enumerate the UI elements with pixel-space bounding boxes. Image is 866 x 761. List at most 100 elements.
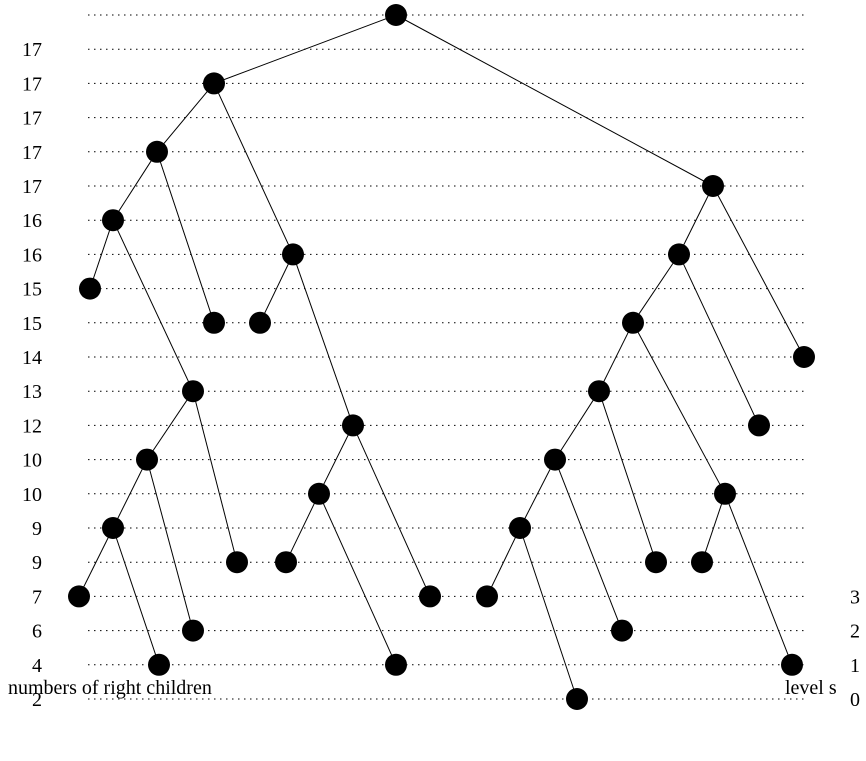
right-children-count-label: 16 — [22, 210, 42, 232]
tree-edge — [213, 83, 294, 255]
right-children-count-label: 17 — [22, 108, 42, 130]
tree-edge — [192, 391, 238, 563]
levels-caption: level s — [785, 677, 837, 699]
tree-edge — [89, 220, 114, 289]
tree-node — [249, 311, 271, 334]
tree-node — [385, 653, 407, 676]
tree-edge — [598, 391, 657, 563]
tree-edge — [112, 219, 194, 392]
tree-edge — [112, 459, 148, 529]
tree-edge — [678, 185, 714, 255]
tree-node — [182, 380, 204, 403]
tree-node — [588, 380, 610, 403]
tree-edge — [519, 459, 556, 529]
tree-edge — [554, 459, 623, 631]
tree-node — [275, 551, 297, 574]
tree-edge — [112, 527, 160, 665]
tree-edge — [712, 185, 805, 358]
tree-node — [68, 585, 90, 608]
tree-edge — [554, 390, 600, 460]
tree-edges — [78, 14, 805, 700]
right-children-count-label: 9 — [32, 518, 42, 540]
tree-node — [748, 414, 770, 437]
tree-edge — [213, 14, 397, 84]
tree-node — [102, 209, 124, 232]
right-children-count-label: 17 — [22, 142, 42, 164]
right-children-count-label: 9 — [32, 552, 42, 574]
tree-edge — [632, 322, 726, 495]
right-children-count-label: 4 — [32, 655, 42, 677]
tree-edge — [112, 151, 158, 221]
right-children-count-label: 13 — [22, 381, 42, 403]
tree-edge — [724, 493, 793, 665]
tree-node — [793, 346, 815, 368]
row-guides — [88, 14, 808, 700]
tree-edge — [318, 425, 354, 495]
right-children-count-label: 6 — [32, 621, 42, 643]
right-children-count-label: 10 — [22, 450, 42, 472]
tree-node — [419, 585, 441, 608]
level-label: 1 — [850, 655, 860, 677]
tree-edge — [632, 254, 680, 324]
tree-edge — [519, 527, 578, 700]
right-children-count-label: 10 — [22, 484, 42, 506]
tree-edge — [146, 390, 194, 460]
tree-node — [308, 482, 330, 505]
tree-node — [611, 619, 633, 642]
tree-node — [148, 653, 170, 676]
right-children-count-label: 15 — [22, 313, 42, 335]
tree-node — [781, 653, 803, 676]
tree-edge — [318, 493, 397, 666]
tree-node — [79, 277, 101, 300]
level-labels: 3 2 1 0 — [850, 586, 860, 711]
tree-node — [342, 414, 364, 437]
tree-node — [203, 311, 225, 334]
tree-node — [691, 551, 713, 574]
tree-node — [385, 4, 407, 26]
tree-edge — [285, 493, 320, 563]
tree-node — [102, 517, 124, 539]
tree-node — [203, 72, 225, 95]
tree-node — [702, 175, 724, 197]
right-children-count-label: 17 — [22, 176, 42, 198]
tree-edge — [156, 151, 215, 323]
tree-edge — [352, 425, 431, 597]
right-children-count-label: 15 — [22, 279, 42, 301]
tree-node — [668, 243, 690, 266]
tree-edge — [486, 527, 521, 597]
tree-edge — [395, 14, 714, 187]
tree-node — [509, 517, 531, 539]
tree-edge — [146, 459, 194, 631]
tree-node — [544, 448, 566, 471]
tree-edge — [156, 83, 215, 153]
tree-edge — [678, 254, 760, 426]
tree-node — [645, 551, 667, 574]
tree-edge — [78, 527, 114, 597]
tree-edge — [598, 322, 634, 392]
right-children-count-label: 7 — [32, 586, 42, 608]
tree-nodes — [68, 4, 815, 710]
right-children-count-label: 17 — [22, 39, 42, 61]
tree-node — [136, 448, 158, 471]
right-children-count-label: 16 — [22, 244, 42, 266]
level-label: 2 — [850, 621, 860, 643]
right-children-count-label: 12 — [22, 415, 42, 437]
level-label: 0 — [850, 689, 860, 711]
right-children-count-label: 2 — [32, 689, 42, 711]
tree-node — [622, 311, 644, 334]
right-children-count-label: 17 — [22, 73, 42, 95]
tree-node — [226, 551, 248, 574]
tree-node — [146, 140, 168, 163]
right-children-count-label: 14 — [22, 347, 42, 369]
right-children-count-labels: 17 17 17 17 17 16 16 15 15 14 13 12 10 10 9 9 7 6 4 2 — [22, 39, 42, 711]
tree-node — [566, 688, 588, 710]
tree-node — [282, 243, 304, 266]
numbers-of-right-children-caption: numbers of right children — [8, 677, 212, 699]
tree-edge — [701, 493, 726, 563]
tree-node — [714, 482, 736, 505]
tree-edge — [292, 254, 354, 426]
level-label: 3 — [850, 586, 860, 608]
tree-node — [476, 585, 498, 608]
tree-node — [182, 619, 204, 642]
